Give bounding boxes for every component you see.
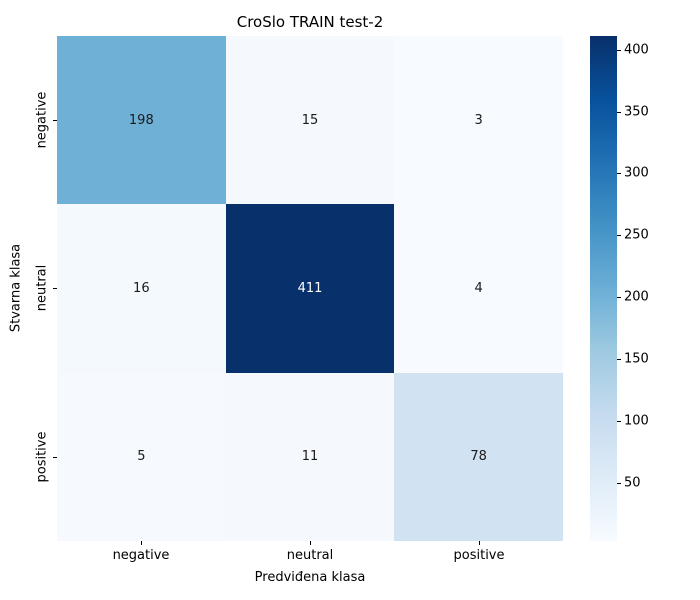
colorbar-tick-mark	[617, 235, 621, 237]
colorbar-tick-label: 300	[624, 165, 649, 181]
colorbar-tick-label: 50	[624, 475, 641, 491]
y-tick-label-negative: negative	[34, 91, 50, 149]
colorbar-tick-mark	[617, 359, 621, 361]
heatmap-cell: 15	[225, 36, 395, 205]
heatmap-cell: 11	[225, 372, 395, 541]
colorbar-tick-mark	[617, 482, 621, 484]
colorbar-tick-label: 400	[624, 42, 649, 58]
colorbar-tick-label: 200	[624, 289, 649, 305]
x-tick-label-negative: negative	[112, 548, 170, 563]
y-tick-mark	[53, 288, 57, 289]
y-tick-mark	[53, 457, 57, 458]
colorbar-tick-mark	[617, 49, 621, 51]
heatmap-cell: 5	[57, 372, 226, 541]
y-tick-label-neutral: neutral	[34, 264, 50, 312]
x-tick-mark	[141, 541, 142, 545]
y-tick-mark	[53, 120, 57, 121]
x-tick-label-positive: positive	[453, 548, 505, 563]
x-tick-mark	[310, 541, 311, 545]
x-axis-label: Predviđena klasa	[254, 570, 366, 585]
colorbar-tick-mark	[617, 297, 621, 299]
heatmap-cell: 411	[225, 204, 395, 373]
y-axis-label: Stvarna klasa	[8, 243, 24, 333]
heatmap-cell: 16	[57, 204, 226, 373]
heatmap-cell: 198	[57, 36, 226, 205]
heatmap-cell: 78	[394, 372, 563, 541]
colorbar-tick-mark	[617, 111, 621, 113]
colorbar-tick-label: 150	[624, 351, 649, 367]
confusion-matrix-heatmap: 198 15 3 16 411 4 5 11 78	[57, 36, 563, 541]
x-tick-mark	[479, 541, 480, 545]
x-tick-label-neutral: neutral	[286, 548, 334, 563]
colorbar-tick-label: 100	[624, 413, 649, 429]
colorbar-gradient	[590, 36, 617, 541]
colorbar-tick-mark	[617, 420, 621, 422]
y-tick-label-positive: positive	[34, 431, 50, 483]
colorbar-tick-label: 350	[624, 104, 649, 119]
colorbar-tick-mark	[617, 173, 621, 175]
heatmap-cell: 3	[394, 36, 563, 205]
heatmap-cell: 4	[394, 204, 563, 373]
chart-title: CroSlo TRAIN test-2	[236, 13, 384, 31]
colorbar-tick-label: 250	[624, 227, 649, 243]
